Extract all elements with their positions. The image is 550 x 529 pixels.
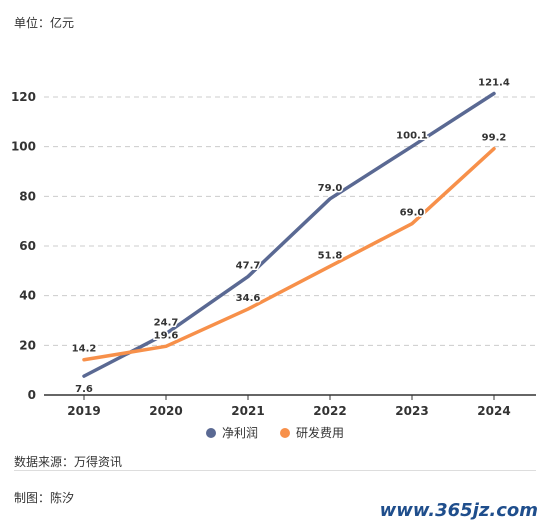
x-tick-label-2022: 2022 [313, 404, 346, 418]
watermark: www.365jz.com [379, 500, 538, 521]
legend-label-net-profit: 净利润 [221, 426, 258, 440]
author-note: 制图：陈汐 [14, 491, 75, 505]
legend-marker-net-profit [205, 427, 216, 438]
data-label-s1-2024: 99.2 [482, 133, 507, 144]
data-label-s1-2022: 51.8 [318, 250, 343, 261]
x-tick-label-2021: 2021 [231, 404, 264, 418]
data-label-s0-2021: 47.7 [236, 261, 261, 272]
legend-label-rd-expense: 研发费用 [296, 426, 345, 440]
legend: 净利润 研发费用 [0, 424, 550, 441]
data-label-s0-2019: 7.6 [75, 384, 93, 395]
y-tick-label-0: 0 [28, 388, 36, 402]
data-label-s1-2023: 69.0 [400, 208, 425, 219]
series-line-0 [82, 91, 496, 378]
data-label-s1-2019: 14.2 [72, 344, 97, 355]
data-label-s1-2020: 19.6 [154, 330, 179, 341]
y-tick-label-60: 60 [19, 239, 36, 253]
legend-item-net-profit[interactable]: 净利润 [205, 424, 258, 441]
y-tick-label-80: 80 [19, 189, 36, 203]
axis-layer: 0 20 40 60 80 100 120 2019 2020 2021 2022 2023 2024 [11, 90, 536, 418]
data-label-s0-2023: 100.1 [396, 130, 428, 141]
y-tick-label-120: 120 [11, 90, 36, 104]
divider [14, 470, 536, 471]
x-tick-label-2020: 2020 [149, 404, 182, 418]
data-label-s0-2022: 79.0 [318, 183, 343, 194]
y-tick-label-40: 40 [19, 289, 36, 303]
x-tick-label-2024: 2024 [477, 404, 510, 418]
grid-layer [44, 96, 536, 346]
y-tick-label-20: 20 [19, 338, 36, 352]
data-label-s1-2021: 34.6 [236, 293, 261, 304]
data-label-s0-2024: 121.4 [478, 78, 510, 89]
legend-marker-rd-expense [280, 427, 290, 438]
data-label-s0-2020: 24.7 [154, 318, 179, 329]
source-note: 数据来源：万得资讯 [14, 455, 123, 469]
unit-label: 单位：亿元 [14, 16, 75, 30]
x-tick-label-2019: 2019 [67, 404, 100, 418]
x-tick-label-2023: 2023 [395, 404, 428, 418]
y-tick-label-100: 100 [11, 140, 36, 154]
series-line-1 [82, 146, 496, 362]
series-layer [82, 91, 496, 378]
legend-item-rd-expense[interactable]: 研发费用 [280, 424, 344, 441]
label-layer: 7.6 24.7 47.7 79.0 100.1 121.4 14.2 19.6 34.6 51.… [70, 76, 511, 397]
